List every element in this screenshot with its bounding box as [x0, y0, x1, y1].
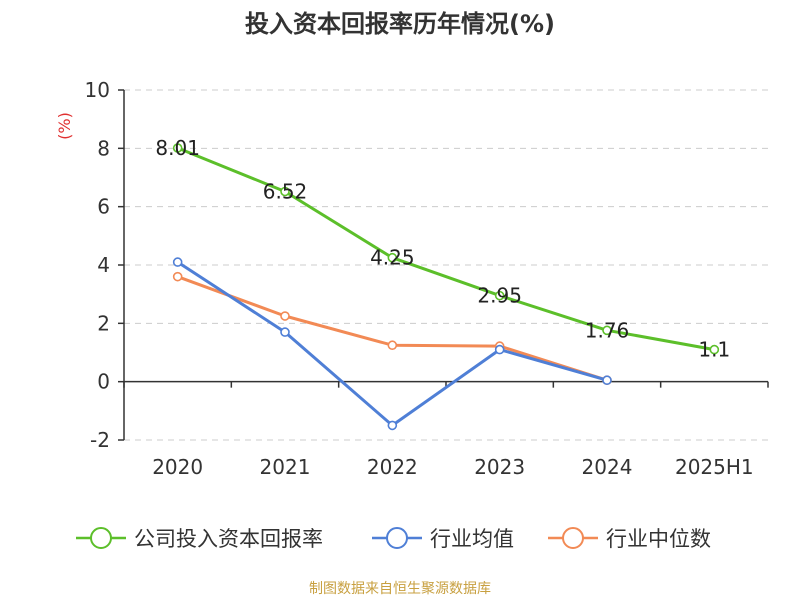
x-tick-label: 2021	[260, 455, 311, 479]
y-tick-label: 6	[97, 195, 110, 219]
axes: -2 0 2 4 6 8 10 2020 2021 2022 2023 2024 2025H1 (%)	[55, 78, 769, 479]
data-point	[172, 271, 183, 282]
y-tick-label: 10	[85, 78, 110, 102]
data-point	[280, 327, 290, 337]
series-line	[177, 275, 608, 382]
x-tick-label: 2025H1	[675, 455, 754, 479]
data-point	[172, 257, 183, 267]
grid-lines	[124, 89, 768, 441]
legend-label: 公司投入资本回报率	[134, 527, 323, 551]
legend-marker	[562, 527, 584, 549]
y-tick-label: 2	[97, 311, 110, 335]
data-point	[494, 344, 505, 355]
x-tick-label: 2020	[152, 455, 203, 479]
data-point	[387, 420, 398, 431]
data-point	[172, 143, 183, 153]
y-axis-label: (%)	[55, 112, 74, 140]
data-label: 8.01	[155, 136, 200, 160]
data-point	[280, 186, 290, 197]
series-lines	[172, 143, 720, 431]
legend: 公司投入资本回报率 行业均值 行业中位数	[76, 527, 711, 551]
data-label: 1.1	[698, 338, 730, 362]
data-point	[602, 325, 612, 336]
data-label: 2.95	[477, 284, 522, 308]
data-label: 6.52	[263, 180, 308, 204]
data-point	[387, 252, 398, 263]
y-tick-label: 4	[97, 253, 110, 277]
data-point	[387, 340, 398, 351]
legend-label: 行业均值	[430, 527, 514, 551]
legend-marker	[386, 527, 408, 549]
data-labels: 8.01 6.52 4.25 2.95 1.76 1.1	[155, 136, 730, 362]
x-tick-label: 2024	[582, 455, 633, 479]
data-point	[709, 344, 720, 355]
chart-title: 投入资本回报率历年情况(%)	[245, 10, 555, 38]
y-tick-label: -2	[90, 428, 110, 452]
y-tick-label: 8	[97, 136, 110, 160]
series-line	[177, 146, 715, 352]
data-point	[280, 311, 290, 321]
legend-label: 行业中位数	[606, 527, 711, 551]
x-tick-label: 2022	[367, 455, 418, 479]
data-point	[602, 375, 612, 386]
legend-marker	[90, 527, 112, 549]
x-tick-label: 2023	[474, 455, 525, 479]
source-note: 制图数据来自恒生聚源数据库	[309, 581, 491, 597]
data-label: 4.25	[370, 246, 415, 270]
data-label: 1.76	[585, 318, 630, 342]
y-tick-label: 0	[97, 370, 110, 394]
data-point	[494, 290, 505, 301]
